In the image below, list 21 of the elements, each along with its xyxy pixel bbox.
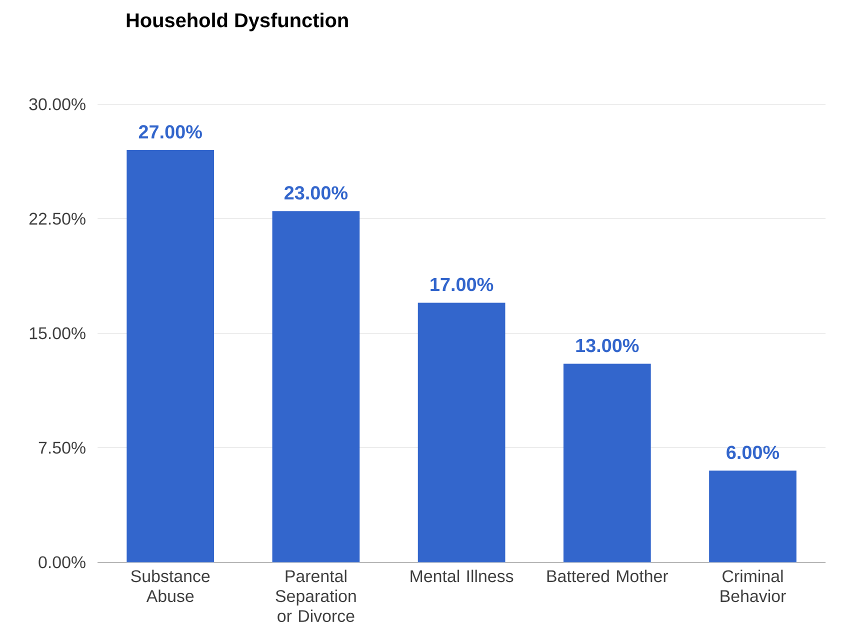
y-tick-label: 22.50% — [29, 212, 86, 225]
y-tick-label: 15.00% — [30, 327, 86, 340]
bar — [709, 470, 796, 562]
data-label: 27.00% — [138, 125, 202, 139]
y-tick-label: 30.00% — [29, 98, 86, 110]
x-tick-label: Substance Abuse — [131, 570, 210, 602]
bar — [418, 302, 506, 562]
bar — [126, 150, 214, 562]
bar — [272, 211, 360, 562]
x-tick-label: Battered Mother — [547, 570, 668, 582]
x-tick-label: Mental Illness — [410, 570, 514, 582]
x-tick-label: Parental Separation or Divorce — [276, 570, 356, 622]
data-label: 6.00% — [726, 446, 780, 460]
data-label: 13.00% — [576, 338, 639, 352]
data-label: 23.00% — [284, 186, 348, 200]
y-tick-label: 0.00% — [38, 556, 86, 568]
bar — [563, 364, 651, 562]
y-tick-label: 7.50% — [38, 442, 86, 454]
x-tick-label: Criminal Behavior — [720, 570, 786, 602]
chart-title: Household Dysfunction — [126, 12, 348, 32]
data-label: 17.00% — [430, 278, 494, 292]
